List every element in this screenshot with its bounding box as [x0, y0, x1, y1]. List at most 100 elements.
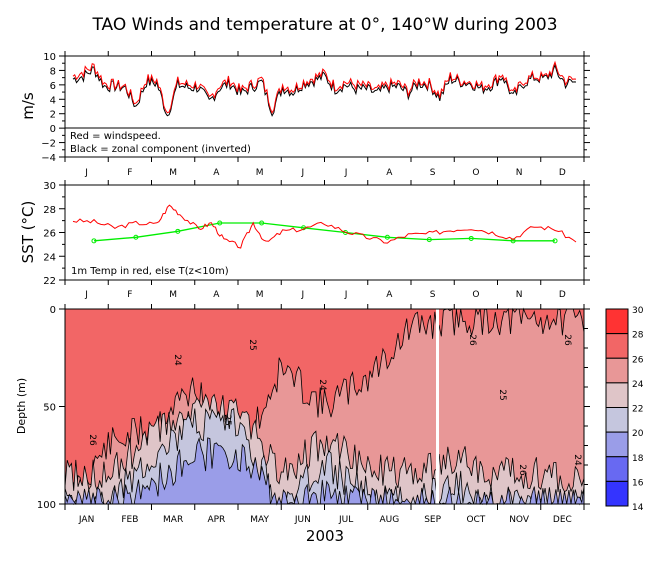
- winds-month-label: A: [213, 168, 220, 178]
- winds-ytick-label: 0: [50, 124, 56, 135]
- colorbar: 30 28 26 24 22 20 18 16 14: [605, 306, 644, 513]
- sst-ytick-label: 28: [43, 205, 56, 216]
- depth-month-label: OCT: [466, 515, 485, 525]
- depth-month-label: JUN: [294, 515, 311, 525]
- colorbar-label: 28: [632, 331, 644, 341]
- winds-ytick-label: 4: [50, 95, 56, 106]
- subsurface-temp-point: [468, 235, 474, 241]
- subsurface-temp-point: [342, 230, 348, 235]
- depth-month-label: MAR: [163, 515, 183, 525]
- sst-month-label: F: [127, 290, 132, 300]
- depth-month-label: DEC: [553, 515, 572, 525]
- depth-frame: [64, 308, 585, 505]
- contour-label: 26: [87, 434, 97, 446]
- sst-panel: SST (°C) 30 28 26 24 22 J F M A M J J A S O N D 1m Temp…: [19, 180, 590, 300]
- subsurface-temp-point: [259, 220, 265, 226]
- depth-ytick-label: 100: [37, 500, 56, 511]
- winds-month-label: J: [301, 168, 305, 178]
- contour-label: 25: [222, 414, 232, 425]
- contour-label: 26: [467, 334, 477, 346]
- data-gap: [436, 309, 439, 504]
- winds-month-label: M: [169, 168, 177, 178]
- depth-ytick-label: 0: [50, 305, 56, 316]
- subsurface-temp-point: [510, 238, 516, 244]
- winds-month-label: N: [516, 168, 523, 178]
- winds-annotation-black: Black = zonal component (inverted): [70, 144, 251, 155]
- contour-label: 26: [562, 334, 572, 346]
- winds-ytick-label: 6: [50, 81, 56, 92]
- contour-label: 26: [517, 464, 527, 476]
- sst-ytick-label: 22: [43, 276, 56, 287]
- winds-ytick-label: 8: [50, 66, 56, 77]
- colorbar-label: 30: [632, 306, 644, 316]
- sst-ytick-label: 30: [43, 181, 56, 192]
- winds-frame: [64, 55, 585, 158]
- colorbar-label: 26: [632, 355, 644, 365]
- winds-month-label: S: [430, 168, 436, 178]
- sst-month-label: O: [472, 290, 479, 300]
- colorbar-label: 14: [632, 503, 644, 513]
- sst-month-label: S: [430, 290, 436, 300]
- sst-month-label: M: [256, 290, 264, 300]
- sst-month-label: A: [213, 290, 220, 300]
- sst-month-label: D: [559, 290, 566, 300]
- contour-label: 24: [572, 454, 582, 466]
- colorbar-swatch: [605, 382, 629, 408]
- colorbar-label: 18: [632, 454, 644, 464]
- winds-panel: m/s 10 8 6 4 2 0 −2 −4 J F M A M J J A S O N D Red = winds…: [19, 51, 590, 178]
- colorbar-swatch: [605, 308, 629, 335]
- colorbar-swatch: [605, 357, 629, 384]
- sst-month-label: J: [344, 290, 348, 300]
- sst-month-label: M: [169, 290, 177, 300]
- depth-month-label: NOV: [509, 515, 530, 525]
- figure-title: TAO Winds and temperature at 0°, 140°W d…: [91, 15, 557, 35]
- subsurface-temp-line: [93, 222, 555, 242]
- depth-month-label: JUL: [338, 515, 353, 525]
- winds-month-label: D: [559, 168, 566, 178]
- sst-annotation: 1m Temp in red, else T(z<10m): [71, 266, 229, 277]
- sst-frame: [64, 184, 585, 281]
- sst-month-label: N: [516, 290, 523, 300]
- colorbar-swatch: [605, 480, 629, 507]
- winds-ytick-label: −2: [41, 139, 56, 150]
- subsurface-temp-point: [91, 238, 97, 244]
- subsurface-temp-point: [552, 238, 558, 244]
- depth-panel: Depth (m) 26 25 24 26 25 26 24 26 25 24 0 50 100 JA…: [15, 304, 644, 545]
- subsurface-temp-point: [175, 228, 181, 234]
- subsurface-temp-point: [426, 237, 432, 243]
- winds-ylabel: m/s: [19, 92, 37, 120]
- colorbar-label: 22: [632, 405, 643, 415]
- winds-month-label: A: [386, 168, 393, 178]
- winds-month-label: O: [472, 168, 479, 178]
- depth-month-label: SEP: [424, 515, 441, 525]
- winds-annotation-red: Red = windspeed.: [70, 131, 161, 142]
- winds-ytick-label: 10: [43, 52, 56, 63]
- colorbar-label: 20: [632, 429, 644, 439]
- depth-ytick-label: 50: [43, 403, 56, 414]
- depth-month-label: APR: [207, 515, 225, 525]
- colorbar-label: 16: [632, 478, 644, 488]
- subsurface-temp-point: [133, 234, 139, 240]
- sst-month-label: J: [301, 290, 305, 300]
- sst-month-label: J: [84, 290, 88, 300]
- colorbar-label: 24: [632, 380, 644, 390]
- colorbar-swatch: [605, 333, 629, 359]
- depth-month-label: JAN: [78, 515, 94, 525]
- subsurface-temp-point: [384, 234, 390, 240]
- sst-ytick-label: 26: [43, 229, 56, 240]
- contour-label: 25: [247, 339, 257, 350]
- sst-month-label: A: [386, 290, 393, 300]
- sst-ylabel: SST (°C): [19, 201, 37, 264]
- winds-ytick-label: 2: [50, 110, 56, 121]
- surface-temp-line: [72, 204, 577, 249]
- winds-month-label: F: [127, 168, 132, 178]
- zonal-line: [72, 63, 577, 117]
- depth-month-label: FEB: [121, 515, 138, 525]
- windspeed-line: [72, 60, 577, 114]
- contour-label: 24: [172, 354, 182, 366]
- contour-label: 24: [317, 379, 327, 391]
- winds-month-label: J: [84, 168, 88, 178]
- colorbar-swatch: [605, 431, 629, 458]
- colorbar-swatch: [605, 407, 629, 433]
